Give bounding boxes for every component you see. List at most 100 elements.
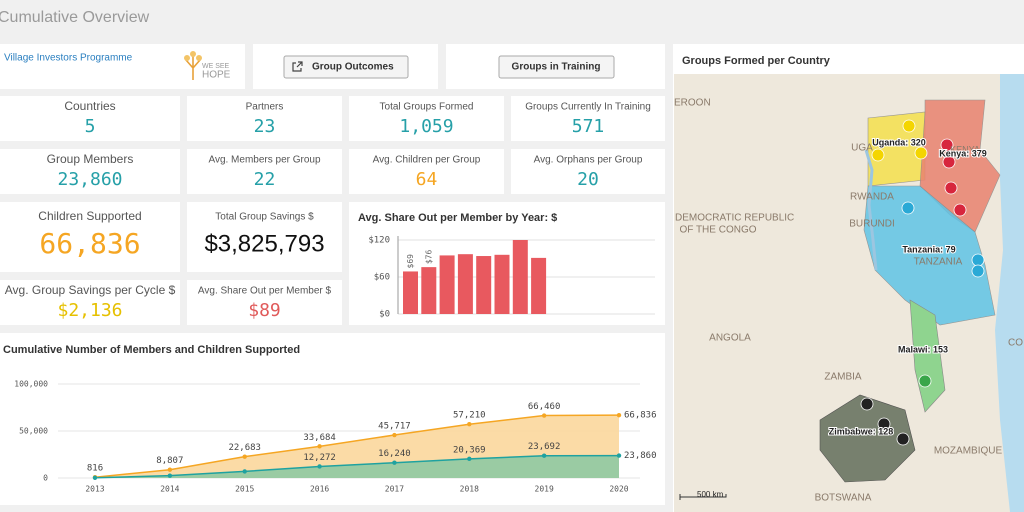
- x-tick-label: 2019: [535, 485, 554, 494]
- line: [94, 414, 620, 478]
- marker: [92, 475, 98, 481]
- data-label: 23,860: [624, 451, 657, 461]
- place-label: BURUNDI: [849, 219, 895, 230]
- map: [674, 74, 1024, 512]
- bar: [512, 240, 528, 314]
- place-label: OF THE CONGO: [679, 225, 756, 236]
- button[interactable]: Groups in Training: [498, 55, 615, 79]
- group-dot: [901, 201, 915, 215]
- place-label: ZAMBIA: [824, 372, 862, 383]
- programme: Village Investors Programme: [4, 53, 133, 64]
- chart-title: Avg. Share Out per Member by Year: $: [358, 212, 557, 224]
- bar-chart: $0 $60 $120 $69 $76: [368, 236, 655, 320]
- marker: [467, 456, 472, 462]
- place-label: MOZAMBIQUE: [934, 446, 1003, 457]
- x-tick-label: 2013: [85, 485, 104, 494]
- kpi-label: Total Group Savings $: [215, 212, 314, 223]
- data-label: 23,692: [528, 442, 561, 452]
- kpi-card: [349, 96, 504, 141]
- data-label: 816: [87, 464, 103, 474]
- group-dot: [971, 253, 985, 267]
- scale-label: 500 km: [697, 490, 724, 499]
- kpi-card: [511, 96, 665, 141]
- line: [94, 454, 620, 479]
- group-dot: [940, 138, 954, 152]
- place-label: TANZANIA: [914, 257, 963, 268]
- kpi-value: 22: [254, 169, 276, 190]
- kpi-card: [187, 149, 342, 194]
- group-dot: [896, 432, 910, 446]
- group-dot: [860, 397, 874, 411]
- group-dot: [902, 119, 916, 133]
- kpi-card: [0, 96, 180, 141]
- logo-text: WE SEE: [202, 63, 230, 70]
- area-chart: 0 50,000 100,000 2013 2014 2015 2016 2017 2018 20…: [14, 380, 656, 494]
- place-label: DEMOCRATIC REPUBLIC: [675, 213, 794, 224]
- place-label: KENYA: [950, 144, 980, 154]
- area: [95, 455, 619, 478]
- marker: [541, 453, 547, 458]
- place-label: CO: [1008, 338, 1023, 349]
- kpi-value: $2,136: [57, 300, 122, 321]
- group-dot: [942, 155, 956, 169]
- y-tick-label: 100,000: [14, 380, 48, 389]
- kpi-card: [0, 202, 180, 272]
- data-label: 33,684: [303, 433, 336, 443]
- group-dot: [914, 146, 928, 160]
- group-label: Zimbabwe: 128: [829, 426, 894, 436]
- bar: [403, 271, 418, 314]
- place-label: RWANDA: [850, 192, 894, 203]
- group-label: Tanzania: 79: [902, 244, 955, 254]
- place-label: ANGOLA: [709, 333, 751, 344]
- kpi-label: Avg. Children per Group: [373, 155, 481, 166]
- map-title: Groups Formed per Country: [682, 55, 831, 67]
- button-label[interactable]: Group Outcomes: [312, 62, 394, 73]
- marker: [616, 453, 622, 458]
- data-label: $69: [406, 254, 415, 269]
- logo: WE SEE HOPE: [184, 51, 231, 81]
- group-dot: [918, 374, 932, 388]
- group-dot: [971, 264, 985, 278]
- x-tick-label: 2020: [609, 485, 628, 494]
- marker: [392, 460, 397, 465]
- data-label: 16,240: [378, 449, 411, 459]
- marker: [167, 473, 173, 478]
- group-dot: [871, 148, 885, 162]
- group-dot: [944, 181, 958, 195]
- data-label: 12,272: [303, 453, 336, 463]
- kpi-value: 20: [577, 169, 599, 190]
- kpi-value: 66,836: [39, 227, 140, 260]
- kpi-group: Countries 5 Partners 23 Total Groups Formed 1…: [0, 96, 665, 325]
- x-tick-label: 2015: [235, 485, 254, 494]
- kpi-label: Total Groups Formed: [380, 102, 474, 113]
- group-label: Uganda: 320: [872, 137, 926, 147]
- page-title: Cumulative Overview: [0, 9, 150, 26]
- kpi-value: 64: [416, 169, 438, 190]
- x-tick-label: 2016: [310, 485, 329, 494]
- kpi-card: [511, 149, 665, 194]
- marker: [467, 422, 472, 427]
- kpi-label: Group Members: [47, 152, 134, 166]
- kpi-label: Children Supported: [38, 209, 141, 223]
- group-label: Kenya: 379: [939, 148, 987, 158]
- kpi-label: Groups Currently In Training: [525, 102, 651, 113]
- kpi-value: 5: [85, 116, 96, 137]
- kpi-value: 23: [254, 116, 276, 137]
- x-tick-label: 2017: [385, 485, 404, 494]
- chart-title: Cumulative Number of Members and Childre…: [3, 344, 300, 356]
- data-label: $76: [424, 250, 433, 265]
- marker: [167, 467, 173, 472]
- button-label[interactable]: Groups in Training: [512, 62, 601, 73]
- kpi-value: 571: [572, 116, 605, 137]
- bar: [476, 256, 492, 314]
- marker: [541, 413, 547, 418]
- data-label: 8,807: [156, 456, 183, 466]
- kpi-label: Partners: [246, 102, 284, 113]
- data-label: 66,460: [528, 402, 561, 412]
- marker: [317, 464, 322, 469]
- group-label: Malawi: 153: [898, 344, 948, 354]
- button[interactable]: Group Outcomes: [283, 55, 409, 79]
- y-tick-label: $120: [368, 236, 390, 246]
